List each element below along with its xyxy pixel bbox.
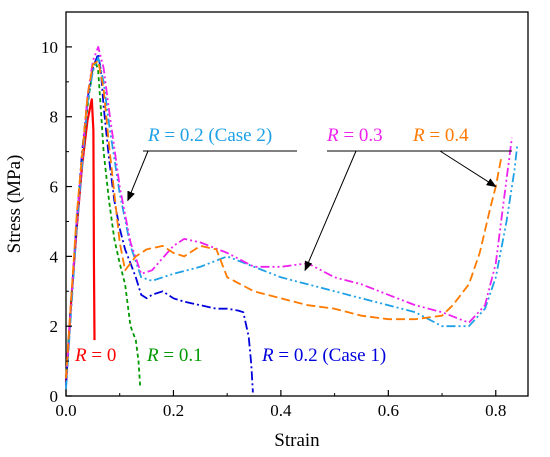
annotation-arrow-r04 <box>439 150 497 188</box>
x-tick-label: 0.2 <box>163 401 184 420</box>
plot-frame <box>65 11 529 397</box>
annotation-r02c2: R = 0.2 (Case 2) <box>147 125 272 146</box>
series-line-0 <box>64 98 96 383</box>
annotation-r04: R = 0.4 <box>412 125 469 146</box>
y-tick-label: 4 <box>50 247 59 266</box>
y-tick-label: 2 <box>50 317 59 336</box>
annotation-r0: R = 0 <box>74 345 116 366</box>
y-tick-label: 10 <box>41 38 58 57</box>
x-tick-label: 0.4 <box>270 401 292 420</box>
x-tick-label: 0.8 <box>485 401 506 420</box>
series-line-3 <box>65 56 519 390</box>
y-tick-label: 8 <box>50 108 59 127</box>
y-tick-label: 0 <box>50 387 59 406</box>
annotation-r01: R = 0.1 <box>146 345 203 366</box>
series-line-5 <box>65 60 502 379</box>
series-line-4 <box>65 46 513 379</box>
annotation-arrow-r03 <box>304 150 357 272</box>
x-axis-label: Strain <box>274 430 320 451</box>
y-tick-label: 6 <box>50 178 59 197</box>
annotation-r03: R = 0.3 <box>326 125 383 146</box>
x-tick-label: 0.0 <box>55 401 76 420</box>
x-tick-label: 0.6 <box>378 401 399 420</box>
y-axis-label: Stress (MPa) <box>4 155 25 254</box>
annotation-r02c1: R = 0.2 (Case 1) <box>261 345 386 366</box>
annotation-arrow-r02c2 <box>127 150 149 202</box>
